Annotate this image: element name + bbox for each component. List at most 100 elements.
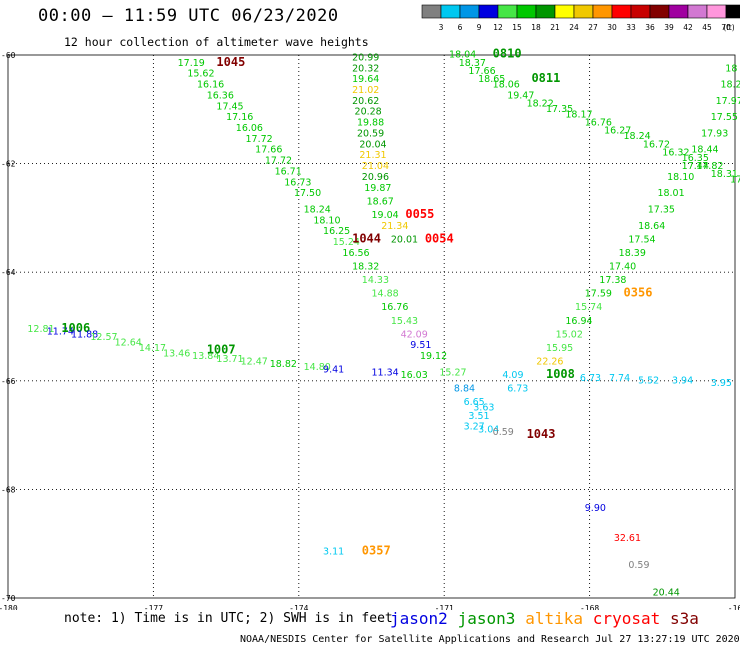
page-title: 00:00 – 11:59 UTC 06/23/2020 [38,6,339,26]
wave-height-point: 16.94 [565,316,592,327]
color-scale-bar: 3 6 9 12 15 18 21 24 27 30 33 36 39 42 45 70(ft) [421,4,740,32]
colorbar-label: 42 [683,23,693,32]
wave-height-point: 5.52 [638,376,659,387]
wave-height-point: 18.31 [711,169,738,180]
satellite-cryosat: cryosat [592,609,661,628]
wave-height-point: 20.96 [362,172,389,183]
wave-height-point: 18.04 [449,50,476,61]
wave-height-point: 12.57 [90,332,117,343]
x-tick-label: -168 [580,604,599,610]
wave-height-point: 14.88 [372,289,399,300]
colorbar-label: 3 [439,23,444,32]
wave-height-point: 18.2 [720,80,740,91]
wave-height-point: 9.90 [585,503,606,514]
page-subtitle: 12 hour collection of altimeter wave hei… [64,35,369,49]
wave-height-point: 20.32 [352,63,379,74]
wave-height-point: 17.55 [711,112,738,123]
wave-height-point: 6.73 [580,373,601,384]
wave-height-point: 14.17 [139,343,166,354]
colorbar-label: 27 [588,23,598,32]
wave-height-point: 14.33 [362,275,389,286]
wave-height-point: 18.67 [367,196,394,207]
wave-height-point: 16.56 [342,248,369,259]
y-tick-label: -66 [1,377,16,386]
wave-height-point: 11.34 [372,367,399,378]
wave-height-point: 16.36 [207,90,234,101]
wave-height-point: 17.19 [178,58,205,69]
pass-time-label: 0357 [362,544,391,558]
wave-height-point: 3.51 [468,411,489,422]
wave-height-point: 18.39 [619,248,646,259]
wave-height-point: 18.22 [527,99,554,110]
wave-height-point: 9.51 [410,340,431,351]
wave-height-point: 42.09 [401,329,428,340]
wave-height-point: 17.50 [294,188,321,199]
wave-height-point: 17.16 [226,112,253,123]
wave-height-point: 20.62 [352,96,379,107]
y-tick-label: -70 [1,594,16,603]
wave-height-point: 18.24 [304,204,331,215]
wave-height-point: 3.94 [672,376,693,387]
wave-height-point: 18.01 [657,188,684,199]
pass-time-label: 1007 [207,343,236,357]
wave-height-point: 17.45 [216,101,243,112]
colorbar-label: 12 [493,23,503,32]
wave-height-point: 32.61 [614,533,641,544]
colorbar-label: 24 [569,23,579,32]
wave-height-point: 17.40 [609,261,636,272]
credit-line: NOAA/NESDIS Center for Satellite Applica… [240,634,740,645]
pass-time-label: 0054 [425,231,454,245]
wave-height-point: 17.35 [648,204,675,215]
x-tick-label: -16 [728,604,740,610]
wave-height-point: 15.24 [333,237,360,248]
wave-height-point: 17.72 [265,156,292,167]
wave-height-point: 16.16 [197,80,224,91]
wave-height-point: 17.5 [730,175,740,186]
y-tick-label: -60 [1,51,16,60]
wave-height-point: 16.76 [585,118,612,129]
wave-height-point: 20.04 [359,139,386,150]
wave-height-point: 6.65 [464,397,485,408]
wave-height-point: 14.80 [304,362,331,373]
wave-height-point: 17.38 [599,275,626,286]
wave-height-point: 8.84 [454,384,475,395]
wave-height-point: 17.66 [255,145,282,156]
plot-frame [7,54,736,599]
x-tick-label: -177 [144,604,163,610]
wave-height-point: 3.11 [323,547,344,558]
wave-height-point: 16.76 [381,302,408,313]
wave-height-point: 19.12 [420,351,447,362]
colorbar-label: 70 [721,23,731,32]
wave-height-point: 11.88 [71,329,98,340]
pass-time-label: 0810 [493,47,522,61]
wave-height-point: 16.73 [284,177,311,188]
wave-height-point: 13.84 [192,351,219,362]
colorbar-label: 39 [664,23,674,32]
wave-height-point: 11.74 [47,327,74,338]
wave-height-point: 22.26 [536,357,563,368]
wave-height-point: 17.72 [245,134,272,145]
colorbar-label: 15 [512,23,522,32]
wave-height-point: 19.88 [357,118,384,129]
wave-height-point: 15.02 [556,329,583,340]
wave-height-point: 18 [725,63,737,74]
wave-height-point: 17.66 [468,66,495,77]
wave-height-point: 20.28 [355,107,382,118]
colorbar-label: 33 [626,23,636,32]
wave-height-point: 19.47 [507,90,534,101]
wave-height-point: 20.01 [391,234,418,245]
wave-height-point: 18.24 [624,131,651,142]
colorbar-label: 18 [531,23,541,32]
wave-height-point: 15.95 [546,343,573,354]
wave-height-point: 19.64 [352,74,379,85]
satellite-jason3: jason3 [457,609,516,628]
colorbar-swatch [725,4,740,19]
wave-height-point: 11.62 [672,609,699,610]
wave-height-point: 16.06 [236,123,263,134]
wave-height-point: 15.74 [575,302,602,313]
wave-height-point: 16.27 [604,126,631,137]
wave-height-point: 18.82 [270,359,297,370]
wave-height-point: 18.10 [667,172,694,183]
satellite-s3a: s3a [670,609,699,628]
